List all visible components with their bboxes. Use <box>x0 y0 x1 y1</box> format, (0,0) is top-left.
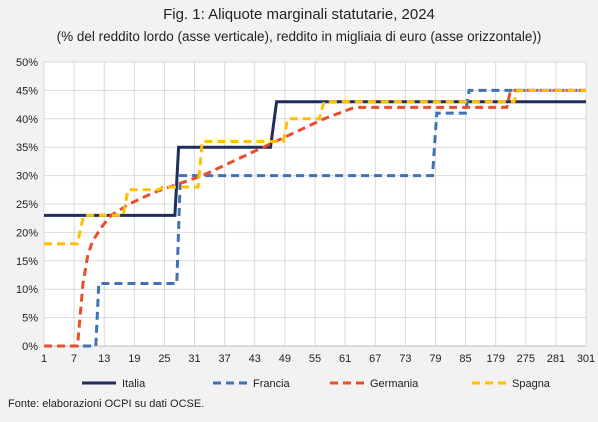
y-tick-label: 30% <box>16 171 38 183</box>
x-tick-label: 49 <box>279 353 291 365</box>
x-tick-label: 67 <box>369 353 381 365</box>
legend-label-spagna: Spagna <box>512 378 551 390</box>
legend-label-francia: Francia <box>253 378 291 390</box>
y-tick-label: 0% <box>22 341 38 353</box>
series-line-germania <box>44 88 586 348</box>
y-tick-label: 40% <box>16 114 38 126</box>
y-tick-label: 10% <box>16 284 38 296</box>
x-tick-label: 31 <box>188 353 200 365</box>
x-tick-label: 13 <box>98 353 110 365</box>
x-tick-label: 79 <box>429 353 441 365</box>
legend-label-germania: Germania <box>370 378 419 390</box>
y-tick-label: 45% <box>16 85 38 97</box>
x-tick-label: 73 <box>399 353 411 365</box>
x-tick-label: 179 <box>486 353 504 365</box>
x-tick-label: 301 <box>577 353 595 365</box>
y-tick-label: 25% <box>16 199 38 211</box>
x-tick-label: 275 <box>517 353 535 365</box>
x-tick-label: 37 <box>219 353 231 365</box>
x-tick-label: 43 <box>249 353 261 365</box>
series-line-spagna <box>44 88 586 246</box>
series-line-italia <box>44 100 586 217</box>
y-tick-label: 20% <box>16 227 38 239</box>
y-tick-label: 35% <box>16 142 38 154</box>
x-tick-label: 55 <box>309 353 321 365</box>
y-tick-label: 50% <box>16 57 38 69</box>
x-tick-label: 25 <box>158 353 170 365</box>
chart-subtitle: (% del reddito lordo (asse verticale), r… <box>56 29 542 44</box>
source-note: Fonte: elaborazioni OCPI su dati OCSE. <box>8 398 205 410</box>
x-tick-label: 7 <box>71 353 77 365</box>
x-tick-label: 281 <box>547 353 565 365</box>
x-tick-label: 1 <box>41 353 47 365</box>
x-tick-label: 85 <box>459 353 471 365</box>
legend-label-italia: Italia <box>122 378 146 390</box>
x-tick-label: 61 <box>339 353 351 365</box>
series-line-francia <box>44 88 586 348</box>
chart-title: Fig. 1: Aliquote marginali statutarie, 2… <box>163 6 435 23</box>
y-tick-label: 5% <box>22 313 38 325</box>
y-tick-label: 15% <box>16 256 38 268</box>
x-tick-label: 19 <box>128 353 140 365</box>
